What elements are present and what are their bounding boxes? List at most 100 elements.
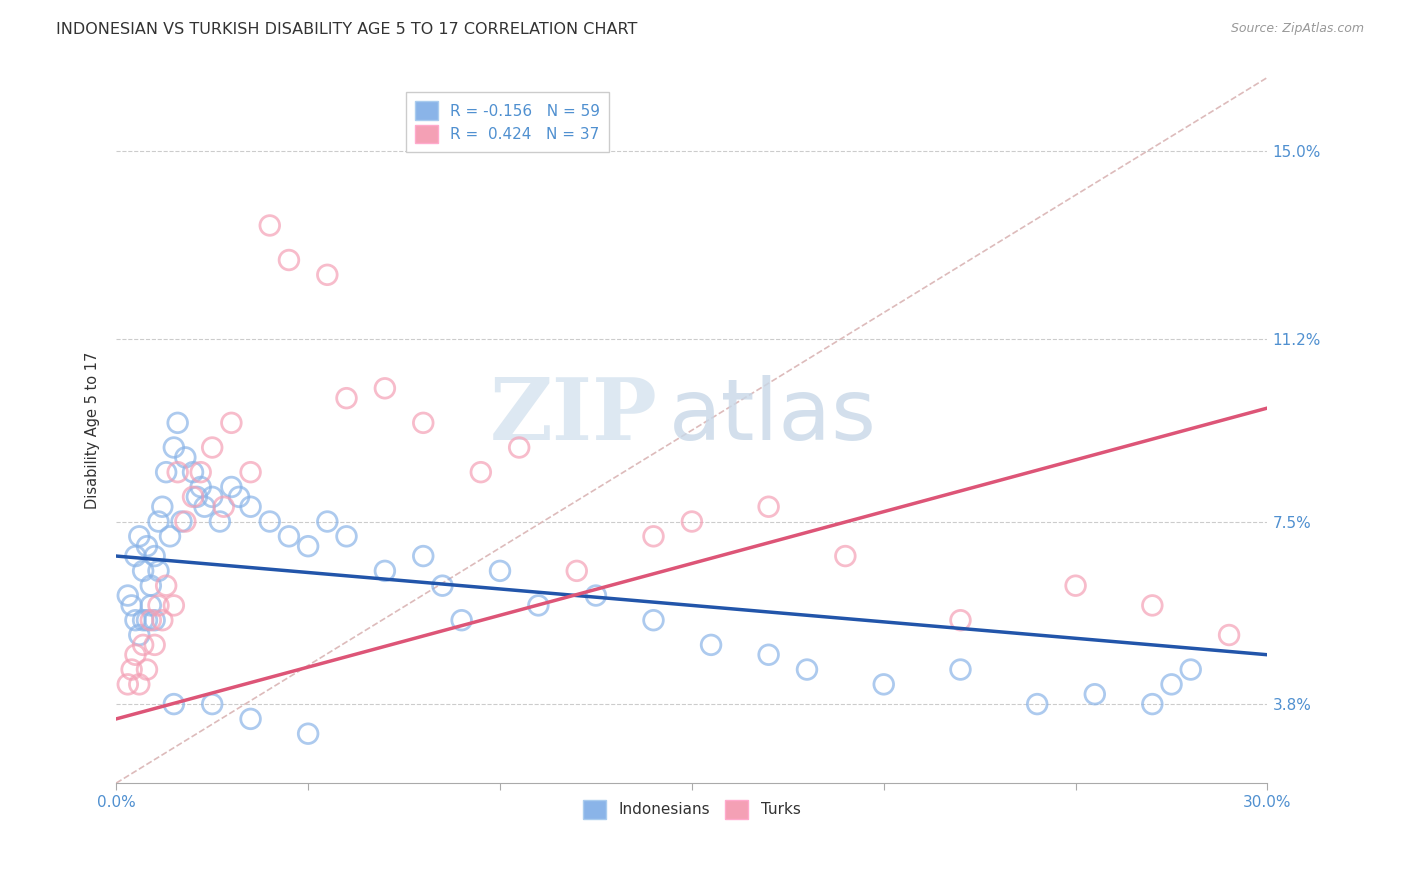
Point (297, 539, 319, 553)
Point (201, 441, 224, 455)
Point (136, 663, 159, 677)
Point (450, 613, 472, 627)
Point (163, 441, 186, 455)
Point (1026, 697, 1049, 711)
Point (208, 515, 231, 529)
Point (508, 441, 530, 455)
Point (128, 628, 150, 642)
Point (212, 500, 235, 514)
Point (1084, 687, 1107, 701)
Point (1180, 663, 1202, 677)
Point (228, 490, 250, 504)
Point (758, 648, 780, 662)
Text: INDONESIAN VS TURKISH DISABILITY AGE 5 TO 17 CORRELATION CHART: INDONESIAN VS TURKISH DISABILITY AGE 5 T… (56, 22, 637, 37)
Point (148, 599, 170, 613)
Point (132, 638, 155, 652)
Point (470, 465, 492, 479)
Point (170, 515, 193, 529)
Point (297, 727, 319, 741)
Point (412, 416, 434, 430)
Point (412, 549, 434, 563)
Point (239, 465, 262, 479)
Point (834, 549, 856, 563)
Point (163, 697, 186, 711)
Point (335, 391, 357, 405)
Point (527, 599, 550, 613)
Point (143, 613, 166, 627)
Text: Source: ZipAtlas.com: Source: ZipAtlas.com (1230, 22, 1364, 36)
Point (159, 529, 181, 543)
Point (139, 579, 162, 593)
Point (201, 490, 224, 504)
Point (136, 613, 159, 627)
Point (278, 252, 301, 267)
Point (150, 500, 173, 514)
Point (166, 465, 188, 479)
Point (643, 613, 665, 627)
Point (239, 500, 262, 514)
Y-axis label: Disability Age 5 to 17: Disability Age 5 to 17 (86, 351, 100, 509)
Point (132, 564, 155, 578)
Point (143, 549, 166, 563)
Point (181, 465, 204, 479)
Point (259, 515, 281, 529)
Point (1142, 697, 1164, 711)
Point (136, 539, 159, 553)
Point (121, 663, 143, 677)
Point (1218, 628, 1240, 642)
Point (124, 648, 146, 662)
Point (432, 579, 454, 593)
Point (565, 564, 588, 578)
Point (174, 450, 197, 465)
Point (374, 564, 396, 578)
Point (128, 677, 150, 691)
Point (316, 268, 339, 282)
Point (278, 529, 301, 543)
Point (700, 638, 723, 652)
Point (163, 599, 186, 613)
Point (335, 529, 357, 543)
Point (239, 712, 262, 726)
Point (186, 490, 208, 504)
Point (155, 465, 177, 479)
Point (128, 529, 150, 543)
Point (643, 529, 665, 543)
Point (758, 500, 780, 514)
Point (259, 219, 281, 233)
Point (316, 515, 339, 529)
Point (190, 465, 212, 479)
Text: ZIP: ZIP (489, 374, 658, 458)
Point (681, 515, 703, 529)
Point (150, 613, 173, 627)
Point (374, 381, 396, 395)
Point (949, 663, 972, 677)
Point (166, 416, 188, 430)
Point (155, 579, 177, 593)
Point (148, 564, 170, 578)
Point (143, 638, 166, 652)
Point (221, 480, 243, 494)
Point (117, 589, 139, 603)
Point (949, 613, 972, 627)
Point (190, 480, 212, 494)
Point (1064, 579, 1087, 593)
Point (117, 677, 139, 691)
Text: atlas: atlas (669, 375, 877, 458)
Point (121, 599, 143, 613)
Legend: Indonesians, Turks: Indonesians, Turks (578, 794, 807, 825)
Point (148, 515, 170, 529)
Point (1160, 677, 1182, 691)
Point (221, 416, 243, 430)
Point (1142, 599, 1164, 613)
Point (132, 613, 155, 627)
Point (796, 663, 818, 677)
Point (193, 500, 215, 514)
Point (201, 697, 224, 711)
Point (124, 613, 146, 627)
Point (585, 589, 607, 603)
Point (181, 490, 204, 504)
Point (873, 677, 896, 691)
Point (489, 564, 512, 578)
Point (124, 549, 146, 563)
Point (139, 613, 162, 627)
